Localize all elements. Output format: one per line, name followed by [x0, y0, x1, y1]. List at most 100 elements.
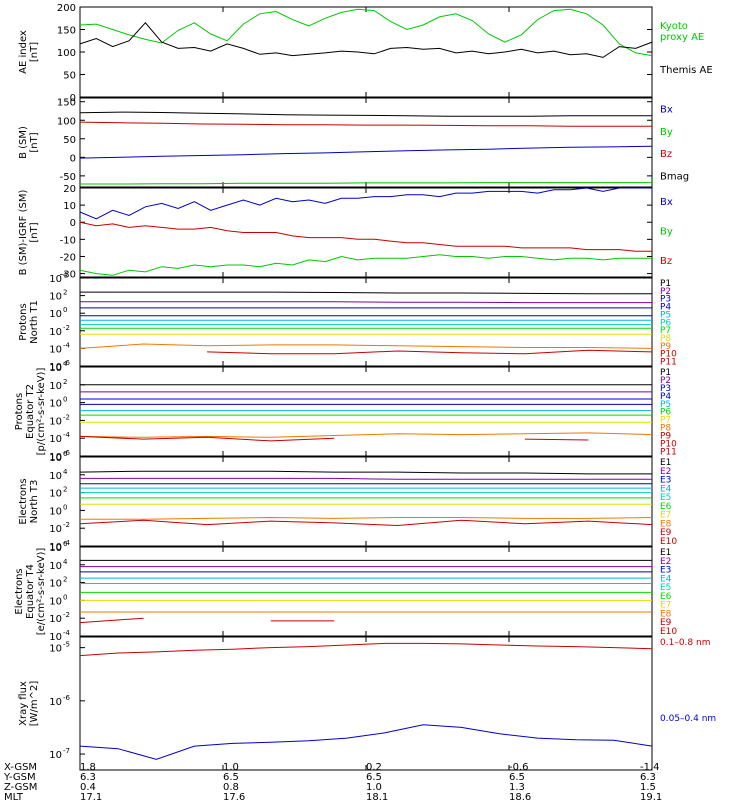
footer-value: 6.3 [80, 772, 96, 783]
legend-label: P8 [660, 334, 671, 344]
y-tick-exponent: -6 [63, 359, 71, 367]
y-tick-exponent: -4 [63, 431, 71, 439]
series-line [79, 221, 652, 252]
legend-label: P6 [660, 318, 671, 328]
legend-label: Bmag [660, 171, 689, 182]
y-axis-label: ProtonsEquator T2[p/(cm²-s-sr-keV)] [14, 368, 47, 456]
series-line [79, 111, 652, 117]
legend-label: P7 [660, 416, 671, 426]
legend-label: E5 [660, 493, 671, 503]
legend-label: E3 [660, 566, 671, 576]
series-line [79, 519, 653, 527]
footer-value: 1.0 [366, 782, 382, 793]
y-axis-label: Xray flux[W/m^2] [18, 681, 40, 727]
y-tick-label: 10 [49, 399, 62, 410]
y-tick-label: 10 [49, 614, 62, 625]
y-tick-label: 100 [57, 48, 76, 59]
y-tick-label: -50 [60, 172, 76, 183]
y-tick-exponent: 4 [63, 468, 68, 476]
series-line [79, 617, 335, 624]
footer-row-label: MLT [4, 792, 24, 800]
panel-frame [79, 366, 653, 457]
y-tick-exponent: 0 [63, 593, 67, 601]
y-tick-label: 0 [70, 153, 76, 164]
y-axis-label: B (SM)[nT] [18, 126, 40, 159]
y-tick-label: 10 [49, 542, 62, 553]
footer-value: -0.6 [509, 762, 529, 773]
legend-label: P11 [660, 447, 677, 457]
y-tick-exponent: -6 [63, 694, 71, 702]
legend-label: E8 [660, 519, 672, 529]
series-line [79, 22, 653, 58]
legend-label: Bz [660, 149, 672, 160]
legend-label: P6 [660, 408, 671, 418]
legend-label: E7 [660, 601, 671, 611]
y-tick-label: 10 [49, 644, 62, 655]
legend-label: P8 [660, 424, 671, 434]
y-tick-exponent: -4 [63, 341, 71, 349]
legend-label: E1 [660, 548, 671, 558]
y-tick-label: 10 [49, 471, 62, 482]
y-tick-label: 10 [49, 579, 62, 590]
footer-value: 1.0 [223, 762, 239, 773]
y-tick-label: 50 [63, 71, 76, 82]
legend-label: P2 [660, 287, 671, 297]
y-axis-label: ElectronsNorth T3 [18, 478, 40, 524]
panel-frame [79, 636, 653, 771]
footer-value: 0.8 [223, 782, 239, 793]
y-tick-label: 10 [49, 362, 62, 373]
y-tick-label: 10 [49, 543, 62, 554]
y-tick-label: 0 [70, 93, 76, 104]
y-axis-label: ElectronsEquator T4[e/(cm²-s-sr-keV)] [14, 548, 47, 636]
legend-label: P1 [660, 279, 671, 289]
series-line [79, 187, 652, 220]
y-tick-exponent: 2 [63, 486, 67, 494]
legend-label: P7 [660, 326, 671, 336]
legend-label: E8 [660, 609, 672, 619]
series-line [80, 291, 652, 295]
y-tick-exponent: 0 [63, 503, 67, 511]
legend-label: E6 [660, 502, 672, 512]
y-tick-label: 10 [49, 750, 62, 761]
y-tick-exponent: 0 [63, 306, 67, 314]
footer-value: 1.8 [80, 762, 96, 773]
footer-row-label: Z-GSM [4, 782, 37, 793]
series-line [79, 121, 652, 127]
legend-label: E5 [660, 583, 671, 593]
footer-value: 1.3 [509, 782, 525, 793]
legend-label: E4 [660, 484, 672, 494]
y-tick-exponent: -6 [63, 449, 71, 457]
footer-value: 19.1 [640, 792, 662, 800]
footer-value: 6.5 [366, 772, 382, 783]
y-axis-label: B (SM)-IGRF (SM)[nT] [18, 190, 40, 276]
y-tick-label: 10 [63, 201, 76, 212]
panel-frame [79, 187, 653, 278]
footer-value: 18.1 [366, 792, 388, 800]
legend-label: P3 [660, 384, 671, 394]
y-tick-exponent: 2 [63, 576, 67, 584]
legend-label: P5 [660, 400, 671, 410]
legend-label: Bx [660, 197, 673, 208]
y-tick-exponent: -2 [63, 413, 70, 421]
y-tick-label: 150 [57, 26, 76, 37]
y-tick-label: 10 [49, 274, 62, 285]
legend-label: E9 [660, 528, 672, 538]
y-tick-label: 10 [49, 363, 62, 374]
footer-row-label: X-GSM [4, 762, 37, 773]
legend-label: E6 [660, 592, 672, 602]
series-line [80, 516, 653, 520]
legend-label: E10 [660, 537, 677, 547]
legend-label: E1 [660, 458, 671, 468]
legend-label: By [660, 227, 673, 238]
y-tick-exponent: 6 [63, 540, 68, 548]
y-tick-label: 10 [49, 452, 62, 463]
y-tick-label: 10 [49, 327, 62, 338]
y-tick-label: -20 [60, 252, 76, 263]
y-tick-label: 20 [63, 184, 76, 195]
footer-value: 1.5 [640, 782, 656, 793]
panel-frame [79, 456, 653, 547]
y-tick-label: 200 [57, 3, 76, 14]
y-tick-exponent: -2 [63, 611, 70, 619]
y-tick-label: 10 [49, 309, 62, 320]
